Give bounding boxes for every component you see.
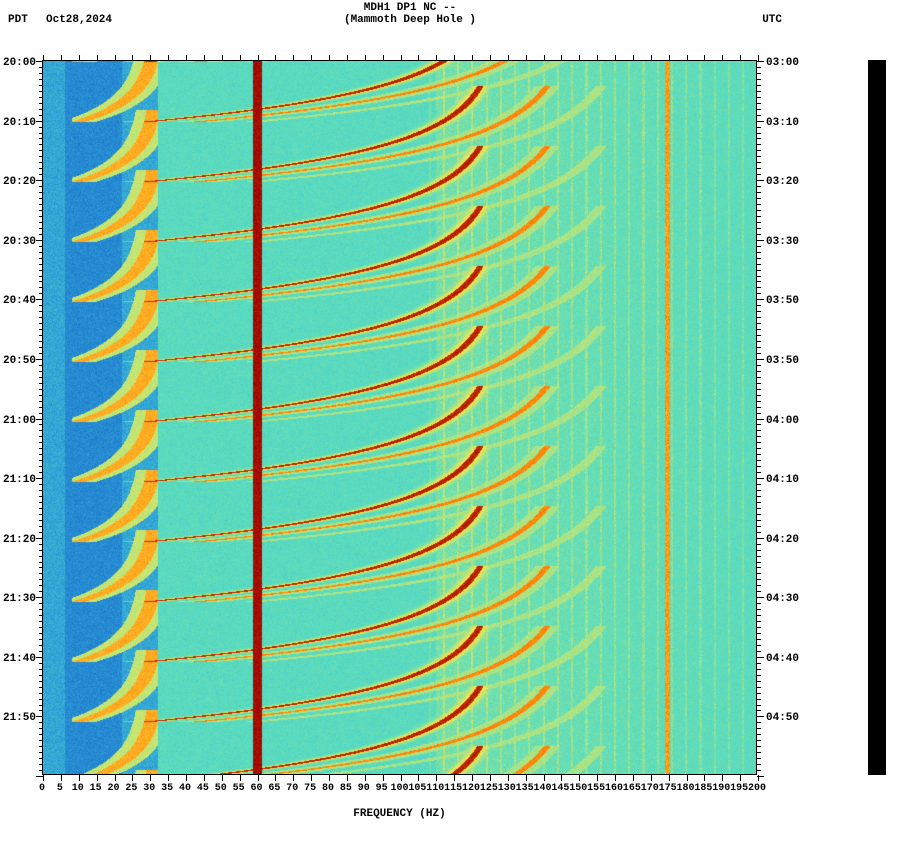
y-tick-right: 03:50: [766, 295, 806, 307]
y-tick-right: 03:50: [766, 355, 806, 367]
x-tick: 55: [233, 783, 245, 794]
x-tick: 145: [551, 783, 569, 794]
x-tick: 135: [516, 783, 534, 794]
y-tick-left: 21:40: [0, 653, 36, 665]
y-tick-left: 20:10: [0, 117, 36, 129]
x-tick: 25: [125, 783, 137, 794]
y-tick-right: 04:00: [766, 415, 806, 427]
chart-header: MDH1 DP1 NC -- (Mammoth Deep Hole ): [0, 2, 820, 26]
tz-left-label: PDT: [8, 14, 28, 26]
y-tick-left: 20:20: [0, 176, 36, 188]
y-tick-left: 21:00: [0, 415, 36, 427]
x-tick: 195: [730, 783, 748, 794]
x-tick: 15: [90, 783, 102, 794]
x-tick: 90: [358, 783, 370, 794]
x-tick: 40: [179, 783, 191, 794]
y-tick-left: 21:20: [0, 534, 36, 546]
tz-right-label: UTC: [762, 14, 782, 26]
spectrogram-canvas: [43, 61, 756, 774]
y-tick-left: 20:00: [0, 57, 36, 69]
y-tick-left: 21:50: [0, 712, 36, 724]
x-tick: 65: [268, 783, 280, 794]
x-tick: 5: [57, 783, 63, 794]
y-tick-right: 04:50: [766, 712, 806, 724]
x-tick: 30: [143, 783, 155, 794]
station-id: MDH1 DP1 NC --: [0, 2, 820, 14]
x-tick: 50: [215, 783, 227, 794]
y-tick-right: 04:30: [766, 593, 806, 605]
x-tick: 60: [250, 783, 262, 794]
x-tick: 200: [748, 783, 766, 794]
x-tick: 75: [304, 783, 316, 794]
x-tick: 165: [623, 783, 641, 794]
y-tick-right: 03:20: [766, 176, 806, 188]
x-tick: 0: [39, 783, 45, 794]
y-tick-right: 03:30: [766, 236, 806, 248]
y-tick-right: 04:10: [766, 474, 806, 486]
x-tick: 185: [694, 783, 712, 794]
x-tick: 175: [659, 783, 677, 794]
x-tick: 190: [712, 783, 730, 794]
x-tick: 140: [533, 783, 551, 794]
x-tick: 70: [286, 783, 298, 794]
x-tick: 150: [569, 783, 587, 794]
x-tick: 35: [161, 783, 173, 794]
x-tick: 95: [376, 783, 388, 794]
x-tick: 125: [480, 783, 498, 794]
x-tick: 10: [72, 783, 84, 794]
y-tick-right: 04:20: [766, 534, 806, 546]
x-axis-label: FREQUENCY (HZ): [42, 808, 757, 820]
y-axis-left: 20:00 20:10 20:20 20:30 20:40 20:50 21:00 21:10…: [0, 60, 40, 775]
x-tick: 180: [676, 783, 694, 794]
y-axis-right: 03:0003:1003:2003:3003:5003:5004:0004:10…: [760, 60, 800, 775]
y-tick-right: 04:40: [766, 653, 806, 665]
x-tick: 120: [462, 783, 480, 794]
y-tick-left: 20:40: [0, 295, 36, 307]
x-tick: 20: [107, 783, 119, 794]
x-tick: 155: [587, 783, 605, 794]
x-tick: 170: [641, 783, 659, 794]
spectrogram-plot: [42, 60, 757, 775]
x-tick: 105: [408, 783, 426, 794]
y-tick-right: 03:10: [766, 117, 806, 129]
station-name: (Mammoth Deep Hole ): [0, 14, 820, 26]
x-tick: 80: [322, 783, 334, 794]
y-tick-right: 03:00: [766, 57, 806, 69]
colorbar: [868, 60, 886, 775]
y-tick-left: 21:10: [0, 474, 36, 486]
y-tick-left: 20:50: [0, 355, 36, 367]
y-tick-left: 21:30: [0, 593, 36, 605]
date-label: Oct28,2024: [46, 14, 112, 26]
x-tick: 110: [426, 783, 444, 794]
x-tick: 45: [197, 783, 209, 794]
x-tick: 100: [390, 783, 408, 794]
x-tick: 160: [605, 783, 623, 794]
y-tick-left: 20:30: [0, 236, 36, 248]
x-tick: 85: [340, 783, 352, 794]
x-tick: 115: [444, 783, 462, 794]
x-tick: 130: [498, 783, 516, 794]
